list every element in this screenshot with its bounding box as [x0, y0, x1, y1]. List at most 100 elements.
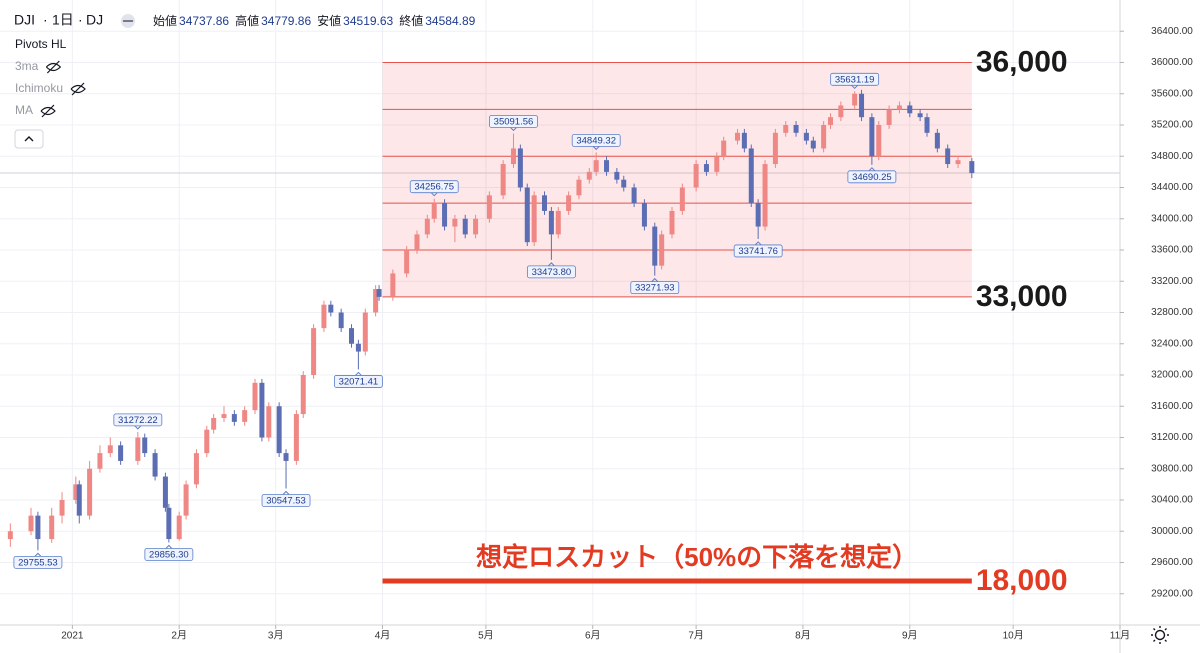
candle-body	[621, 179, 627, 188]
pivot-label: 34849.32	[576, 135, 616, 146]
pivot-label: 29856.30	[149, 549, 189, 560]
candle-body	[762, 164, 768, 227]
y-tick-label: 36400.00	[1151, 26, 1193, 37]
candle-body	[852, 93, 858, 106]
candle-body	[283, 453, 289, 461]
candle-body	[431, 203, 437, 219]
pivot-pointer	[430, 192, 438, 197]
hidden-icon[interactable]	[70, 82, 86, 96]
indicator-name[interactable]: Ichimoku	[15, 81, 63, 95]
ohlc-value: 34779.86	[261, 14, 311, 28]
gear-teeth	[1151, 626, 1169, 644]
candle-body	[669, 210, 675, 235]
candle-body	[373, 289, 379, 313]
pivot-pointer	[165, 544, 173, 549]
pivot-label: 34690.25	[852, 172, 892, 183]
candle-body	[604, 160, 610, 172]
candle-body	[693, 164, 699, 188]
pivot-pointer	[754, 241, 762, 246]
y-tick-label: 29600.00	[1151, 557, 1193, 568]
pivot-pointer	[868, 167, 876, 172]
candle-body	[424, 218, 430, 235]
candle-body	[118, 445, 124, 461]
candle-body	[176, 515, 182, 540]
x-tick-label: 11月	[1110, 630, 1130, 642]
pivot-pointer	[548, 262, 555, 267]
candle-body	[266, 406, 272, 438]
indicators: Pivots HL 3ma Ichimoku MA	[15, 37, 86, 118]
candle-body	[886, 109, 892, 125]
candle-body	[793, 125, 799, 133]
indicator-name[interactable]: Pivots HL	[15, 37, 67, 51]
hidden-icon[interactable]	[40, 104, 56, 118]
pivot-label: 33271.93	[635, 283, 675, 294]
candle-body	[486, 195, 492, 219]
indicator-name[interactable]: 3ma	[15, 59, 39, 73]
pivot-box	[113, 413, 163, 427]
indicator-name[interactable]: MA	[15, 103, 33, 117]
pivot-box	[526, 265, 576, 279]
candle-body	[338, 312, 344, 329]
candle-body	[404, 250, 410, 274]
candle-body	[231, 414, 237, 422]
candle-body	[311, 328, 317, 375]
pivot-label: 33473.80	[532, 267, 572, 278]
candle-body	[321, 304, 327, 329]
pivot-label: 33741.76	[738, 246, 778, 257]
candle-body	[162, 476, 168, 508]
candle-body	[924, 117, 930, 133]
candle-body	[907, 105, 913, 114]
candle-body	[510, 148, 516, 165]
candle-body	[541, 195, 547, 211]
candle-body	[934, 132, 940, 149]
hidden-icon[interactable]	[45, 60, 62, 74]
candle-body	[721, 140, 727, 157]
y-tick-label: 32400.00	[1151, 338, 1193, 349]
axes: 29200.00 29600.00 30000.00 30400.00 30800.00…	[61, 26, 1193, 642]
candle-body	[586, 171, 592, 180]
separator: ·	[43, 12, 48, 28]
y-tick-label: 33600.00	[1151, 245, 1193, 256]
collapse-icon	[24, 136, 34, 142]
y-tick-label: 35200.00	[1151, 120, 1193, 131]
candle-body	[659, 234, 665, 266]
pivot-pointer	[282, 490, 290, 495]
pivot-pointer	[510, 127, 517, 132]
candle-body	[652, 226, 658, 266]
pivot-labels: 29755.53 31272.22 29856.30 30547.53 32071.41…	[13, 72, 897, 569]
candle-body	[97, 453, 103, 469]
candle-body	[183, 484, 189, 516]
symbol: DJI	[14, 12, 35, 28]
interval: 1日	[52, 12, 74, 28]
pivot-pointer	[651, 277, 659, 282]
pivot-box	[13, 555, 63, 569]
pivot-label: 35631.19	[835, 74, 875, 85]
pivot-label: 34256.75	[414, 182, 454, 193]
candle-body	[7, 531, 13, 540]
candle-body	[869, 117, 875, 157]
candle-body	[473, 218, 479, 235]
pivot-box	[571, 133, 621, 147]
candle-body	[362, 312, 368, 352]
y-tick-label: 31200.00	[1151, 432, 1193, 443]
collapse-button[interactable]	[14, 129, 44, 149]
pivot-box	[144, 548, 194, 561]
y-tick-label: 31600.00	[1151, 401, 1193, 412]
candle-body	[555, 210, 561, 235]
candle-body	[524, 187, 530, 243]
candle-body	[703, 164, 709, 172]
settings-icon[interactable]	[1151, 626, 1169, 644]
pivot-box	[733, 244, 783, 258]
pivot-box	[630, 281, 680, 295]
y-tick-label: 32000.00	[1151, 370, 1193, 381]
candle-body	[442, 203, 448, 227]
candle-body	[517, 148, 523, 188]
candle-body	[135, 437, 141, 461]
pivot-box	[830, 72, 880, 86]
candle-body	[810, 140, 816, 149]
candle-body	[76, 484, 82, 516]
candle-body	[211, 417, 217, 430]
candle-body	[734, 132, 740, 141]
pivot-label: 32071.41	[339, 376, 379, 387]
candle-body	[452, 218, 458, 227]
